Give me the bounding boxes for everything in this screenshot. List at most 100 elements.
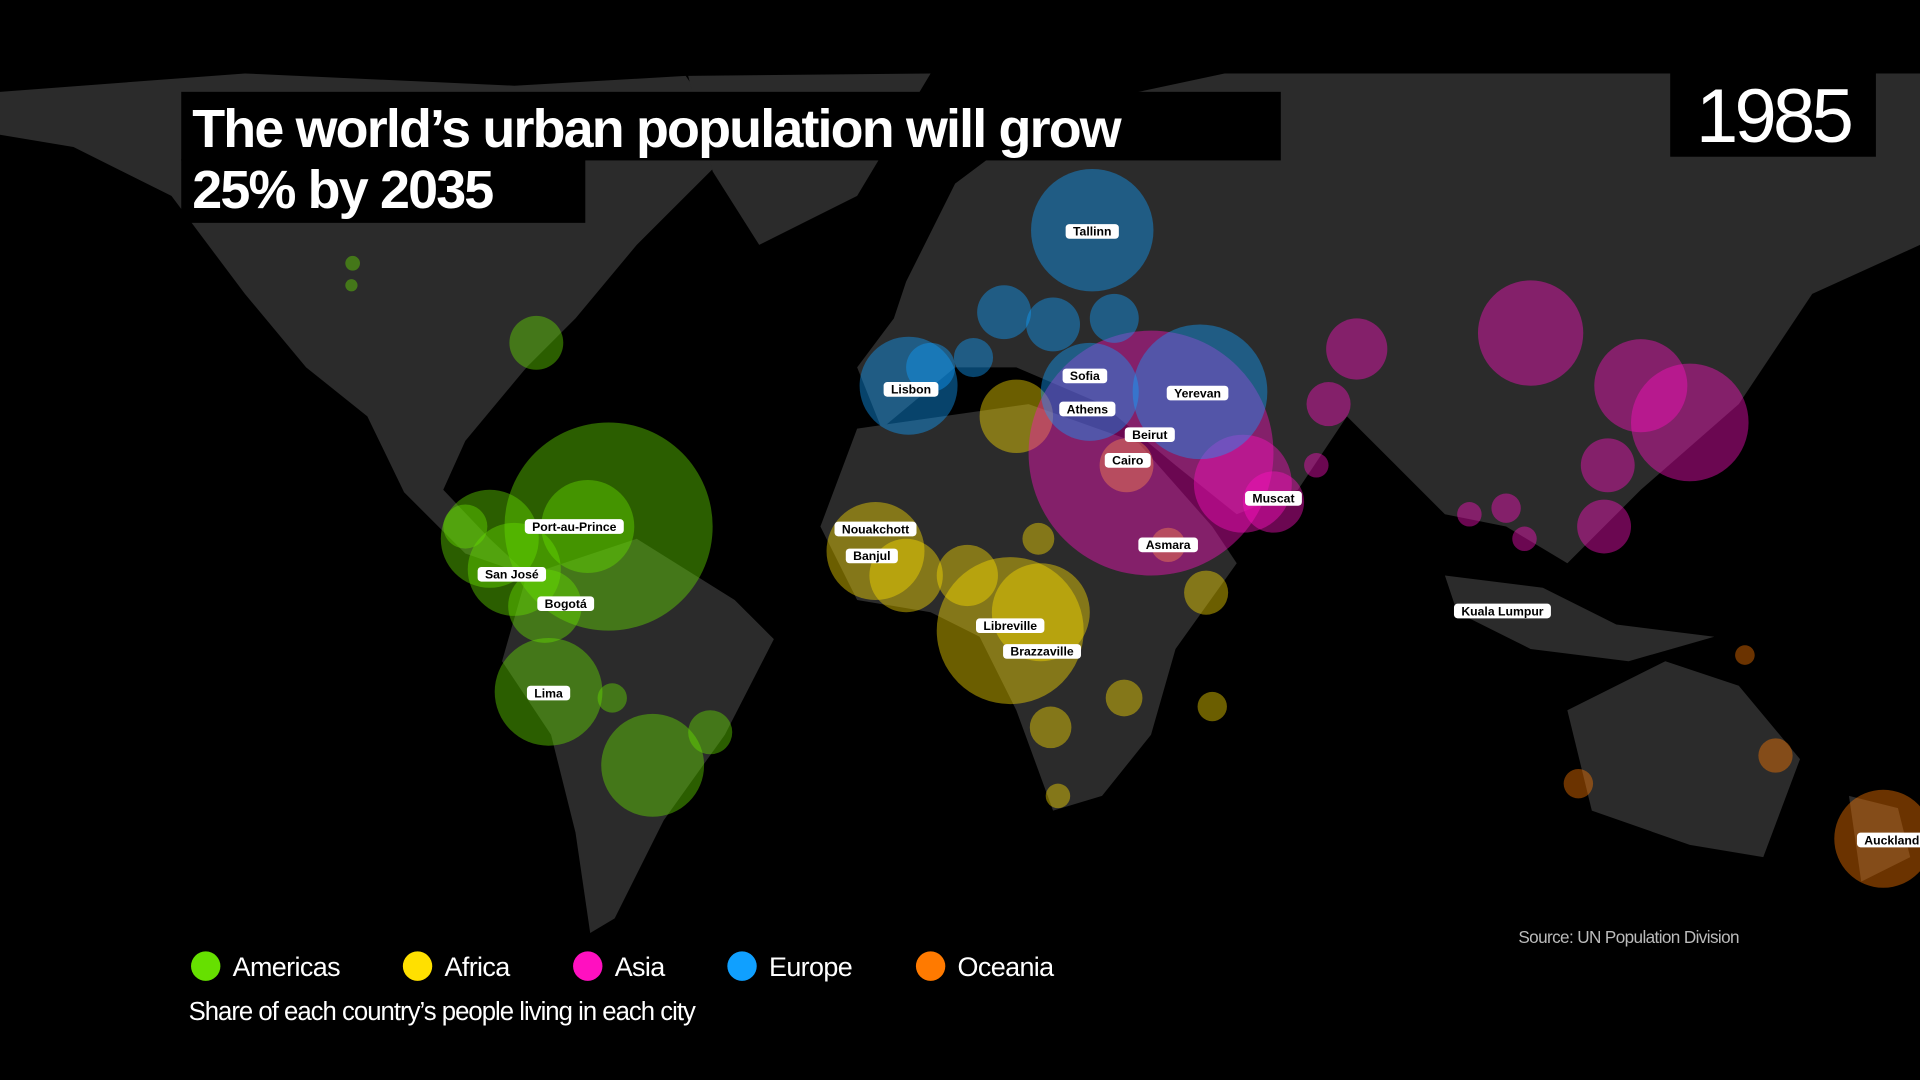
bubble [1045, 783, 1071, 809]
city-name: Athens [1067, 402, 1109, 416]
bubble [1029, 706, 1072, 749]
year: 1985 [1696, 74, 1852, 159]
city-name: Tallinn [1073, 225, 1112, 239]
city-name: Cairo [1112, 454, 1143, 468]
bubble [440, 489, 539, 588]
bubble [1512, 526, 1537, 552]
city-name: Libreville [983, 619, 1037, 633]
city-label: Banjul [845, 548, 898, 564]
city-name: Nouakchott [842, 522, 909, 536]
city-label-box [1138, 537, 1198, 553]
city-name: Bogotá [545, 597, 587, 611]
city-name: Kuala Lumpur [1461, 604, 1543, 618]
bubble [1758, 738, 1793, 773]
city-labels: Tallinn Lisbon Sofia Athens Yerevan Beirut Cai… [477, 224, 1920, 848]
city-label-box [1003, 644, 1082, 659]
title-box [181, 91, 1281, 161]
city-label: Tallinn [1065, 224, 1119, 239]
city-label-box [477, 566, 547, 582]
bubble [509, 315, 564, 370]
city-label-box [975, 618, 1045, 634]
bubble [1491, 493, 1521, 523]
legend-swatch [402, 951, 433, 981]
city-label: Beirut [1124, 427, 1175, 443]
city-label: Asmara [1138, 537, 1198, 553]
city-name: Yerevan [1174, 386, 1221, 400]
bubble [1022, 522, 1055, 555]
bubble [991, 563, 1090, 662]
city-name: Brazzaville [1010, 645, 1073, 659]
city-label: Bogotá [537, 596, 595, 612]
bubble [597, 683, 627, 713]
caption: Share of each country’s people living in… [189, 998, 696, 1026]
city-label-box [834, 521, 917, 537]
bubble [906, 342, 956, 392]
bubble [979, 379, 1054, 454]
bubble [345, 255, 360, 271]
city-name: Sofia [1070, 369, 1100, 383]
bubble [1580, 438, 1635, 493]
bubble [688, 710, 733, 755]
city-label-box [1059, 401, 1116, 417]
city-label: Auckland [1856, 832, 1920, 848]
city-label-box [1104, 453, 1151, 468]
bubble [1089, 293, 1139, 343]
title-box [181, 159, 586, 223]
legend-swatch [915, 951, 946, 981]
bubble [601, 713, 705, 817]
legend: Americas Africa Asia Europe Oceania [191, 951, 1055, 982]
city-name: Lisbon [891, 383, 931, 397]
bubble [953, 337, 994, 378]
city-label: Libreville [975, 618, 1045, 634]
bubble [1105, 679, 1143, 717]
bubble [1477, 280, 1584, 386]
city-name: Port-au-Prince [532, 520, 616, 534]
city-label-box [845, 548, 898, 564]
year-box [1670, 73, 1876, 157]
city-label-box [524, 519, 624, 534]
city-label: Sofia [1062, 368, 1108, 384]
legend-swatch [573, 951, 603, 981]
city-label-box [1856, 832, 1920, 848]
legend-label: Europe [769, 952, 852, 982]
city-name: Banjul [853, 549, 890, 563]
bubble [1306, 382, 1351, 427]
city-label: San José [477, 566, 547, 582]
bubble [1577, 499, 1632, 554]
bubble [1326, 318, 1388, 380]
source: Source: UN Population Division [1518, 927, 1739, 947]
city-name: Lima [534, 686, 563, 700]
legend-label: Americas [233, 952, 340, 982]
city-label-box [1065, 224, 1119, 239]
city-name: Asmara [1146, 538, 1191, 552]
city-label: Brazzaville [1003, 644, 1082, 659]
city-name: San José [485, 568, 539, 582]
bubble [936, 544, 998, 607]
city-label: Muscat [1245, 491, 1302, 506]
city-label: Port-au-Prince [524, 519, 624, 534]
bubble [1563, 768, 1594, 799]
city-label-box [1166, 385, 1229, 401]
city-label-box [1124, 427, 1175, 443]
bubble [1457, 502, 1482, 527]
city-label: Lima [526, 685, 571, 701]
bubble [1631, 363, 1749, 482]
city-label: Kuala Lumpur [1453, 603, 1551, 619]
bubble [1197, 691, 1227, 722]
city-label-box [1062, 368, 1108, 384]
bubble [1594, 339, 1688, 433]
city-label-box [1453, 603, 1551, 619]
city-name: Muscat [1252, 492, 1294, 506]
city-label: Lisbon [883, 382, 939, 397]
bubble [1026, 297, 1080, 352]
title: The world’s urban population will grow [192, 99, 1122, 159]
city-label-box [883, 382, 939, 397]
city-label: Cairo [1104, 453, 1151, 468]
city-label-box [537, 596, 595, 612]
title: 25% by 2035 [192, 160, 493, 220]
city-name: Beirut [1132, 428, 1167, 442]
bubble [1735, 645, 1755, 665]
bubble [1193, 434, 1292, 533]
